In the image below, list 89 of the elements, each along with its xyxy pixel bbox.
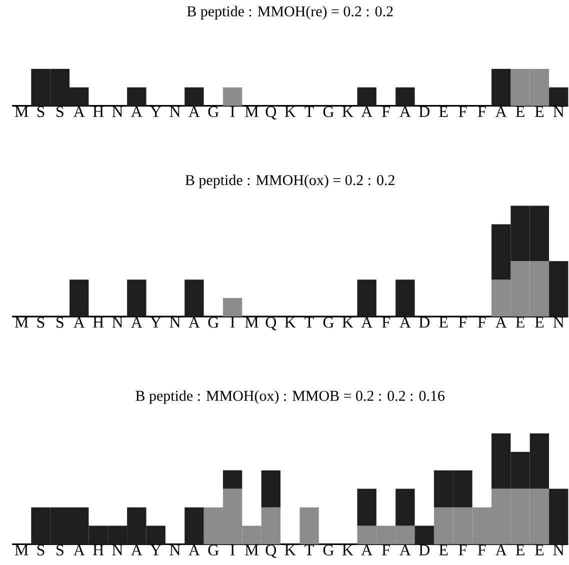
- x-tick-label: M: [14, 106, 28, 117]
- bar: [549, 488, 568, 544]
- chart-title: B peptide : MMOH(ox) = 0.2 : 0.2: [185, 174, 394, 188]
- x-tick-label: K: [284, 316, 296, 328]
- x-tick-label: E: [535, 106, 544, 117]
- bar: [222, 470, 242, 489]
- x-tick-label: A: [74, 544, 85, 556]
- x-tick-label: F: [382, 106, 390, 117]
- bar: [549, 261, 568, 316]
- x-tick-label: D: [419, 316, 430, 328]
- x-tick-label: F: [458, 106, 467, 117]
- x-tick-label: M: [14, 316, 28, 328]
- x-tick-label: A: [74, 316, 85, 328]
- x-tick-label: E: [439, 106, 448, 117]
- x-tick-label: S: [37, 106, 44, 118]
- x-tick-label: A: [361, 544, 372, 556]
- x-tick-label: N: [112, 106, 123, 117]
- x-tick-label: G: [208, 316, 219, 328]
- bar: [70, 280, 89, 316]
- bar: [184, 280, 204, 316]
- x-tick-label: G: [323, 106, 334, 118]
- x-tick-label: Q: [266, 106, 276, 120]
- x-tick-label: A: [361, 316, 372, 328]
- chart-title: B peptide : MMOH(re) = 0.2 : 0.2: [187, 6, 393, 20]
- bar: [127, 280, 146, 316]
- x-tick-label: I: [230, 316, 235, 328]
- x-tick-label: F: [478, 316, 486, 328]
- x-tick-label: K: [284, 106, 296, 117]
- bar: [357, 488, 376, 526]
- x-tick-label: H: [92, 106, 104, 117]
- x-tick-label: D: [419, 106, 430, 117]
- bar: [184, 507, 204, 544]
- x-tick-label: M: [245, 316, 258, 328]
- x-tick-label: A: [361, 106, 372, 117]
- x-tick-label: A: [495, 544, 507, 556]
- x-tick-label: A: [495, 316, 507, 328]
- x-tick-label: E: [516, 106, 524, 117]
- x-tick-label: G: [323, 544, 334, 556]
- x-tick-label: G: [208, 106, 219, 118]
- x-tick-label: T: [304, 316, 314, 328]
- x-tick-label: E: [516, 316, 524, 328]
- x-tick-label: N: [112, 316, 123, 328]
- x-tick-label: A: [188, 316, 200, 328]
- x-tick-label: A: [131, 544, 142, 556]
- x-tick-label: E: [439, 316, 448, 328]
- bar: [396, 280, 415, 316]
- x-tick-label: M: [245, 544, 258, 556]
- x-tick-label: G: [323, 316, 334, 328]
- x-tick-label: S: [56, 106, 64, 118]
- x-tick-label: G: [208, 544, 219, 556]
- x-tick-label: N: [553, 316, 564, 328]
- x-tick-label: S: [37, 316, 44, 328]
- x-tick-label: A: [74, 106, 85, 117]
- bar: [300, 507, 319, 544]
- chart-title: B peptide : MMOH(ox) : MMOB = 0.2 : 0.2 : 0.16: [136, 390, 444, 404]
- x-tick-label: A: [495, 106, 507, 117]
- bar: [357, 280, 376, 316]
- x-tick-label: N: [553, 106, 564, 117]
- x-tick-label: D: [419, 544, 430, 556]
- x-tick-label: A: [400, 106, 411, 117]
- x-tick-label: A: [400, 544, 411, 556]
- x-tick-label: M: [245, 106, 258, 117]
- x-tick-label: Q: [266, 544, 276, 558]
- x-tick-label: F: [458, 316, 467, 328]
- x-tick-label: N: [170, 106, 180, 117]
- x-tick-label: N: [170, 316, 180, 328]
- x-tick-label: A: [400, 316, 411, 328]
- x-tick-label: A: [131, 316, 142, 328]
- x-tick-label: Q: [266, 316, 276, 330]
- bar: [261, 470, 281, 508]
- x-tick-label: Y: [150, 106, 162, 117]
- bar: [396, 488, 415, 526]
- x-tick-label: A: [188, 106, 200, 117]
- x-tick-label: S: [56, 544, 64, 556]
- x-tick-label: E: [535, 316, 544, 328]
- bar: [222, 298, 242, 316]
- x-tick-label: A: [188, 544, 200, 556]
- x-tick-label: I: [230, 106, 235, 117]
- x-tick-label: K: [342, 106, 354, 117]
- x-tick-label: S: [56, 316, 64, 328]
- x-tick-label: A: [131, 106, 142, 117]
- bar: [414, 526, 434, 544]
- x-tick-label: S: [37, 544, 44, 556]
- x-tick-label: F: [478, 106, 486, 117]
- x-tick-label: Y: [150, 316, 162, 328]
- x-tick-label: K: [342, 316, 354, 328]
- x-tick-label: T: [304, 106, 314, 117]
- x-tick-label: F: [382, 316, 390, 328]
- x-tick-label: H: [92, 316, 104, 328]
